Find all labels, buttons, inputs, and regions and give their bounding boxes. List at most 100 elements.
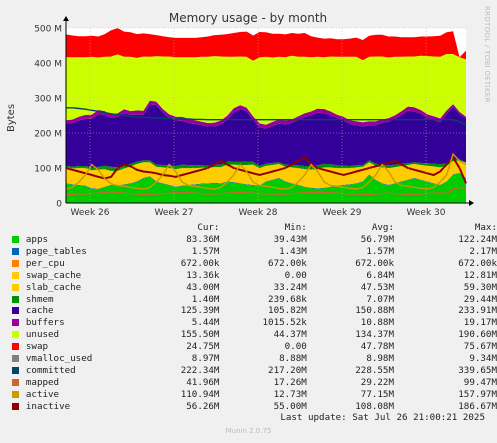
legend-swatch [12, 236, 19, 243]
legend-name: apps [25, 234, 49, 245]
legend-cur: 155.50M [180, 329, 220, 341]
legend-name: swap_cache [25, 269, 82, 281]
grid-lines [66, 27, 466, 203]
legend-avg: 10.88M [360, 317, 394, 329]
legend-name: swap [25, 341, 49, 353]
y-tick-label: 0 [56, 200, 62, 210]
legend-avg: 6.84M [366, 269, 394, 281]
legend-max: 672.00k [458, 257, 497, 269]
legend-name: inactive [25, 400, 71, 412]
legend-max: 339.65M [458, 364, 497, 376]
legend-max: 19.17M [463, 317, 497, 329]
legend-avg: 56.79M [360, 234, 394, 245]
legend-avg: 108.08M [355, 400, 394, 412]
legend-name: page_tables [25, 245, 87, 257]
header-avg: Avg: [371, 222, 394, 233]
y-tick-label: 100 M [34, 165, 62, 175]
legend-row-cache: cache 125.39M 105.82M 150.88M 233.91M [12, 305, 497, 317]
legend-name: active [25, 388, 60, 400]
legend-swatch [12, 343, 19, 351]
legend-max: 157.97M [458, 388, 497, 400]
legend-avg: 672.00k [355, 257, 394, 269]
legend-min: 672.00k [268, 257, 307, 269]
legend-min: 39.43M [273, 234, 307, 245]
chart-title: Memory usage - by month [169, 11, 327, 25]
x-tick-label: Week 29 [323, 208, 362, 218]
legend-avg: 7.07M [366, 293, 394, 305]
legend-max: 186.67M [458, 400, 497, 412]
legend-swatch [12, 366, 19, 374]
x-tick-label: Week 26 [71, 208, 110, 218]
legend-name: buffers [25, 317, 65, 329]
legend-table: Cur: Min: Avg: Max: apps 83.36M 39.43M 56.7… [12, 222, 497, 413]
legend-cur: 8.97M [191, 353, 220, 365]
legend-max: 12.81M [463, 269, 497, 281]
legend-avg: 1.57M [366, 245, 394, 257]
legend-rows: apps 83.36M 39.43M 56.79M 122.24M page_tables… [12, 234, 497, 413]
legend-min: 1015.52k [262, 317, 307, 329]
legend-swatch [12, 402, 19, 410]
legend-max: 2.17M [469, 245, 497, 257]
legend-cur: 83.36M [186, 234, 220, 245]
x-axis-ticks: Week 26 Week 27 Week 28 Week 29 Week 30 [71, 208, 446, 218]
area-apps [66, 173, 466, 203]
legend-avg: 29.22M [360, 376, 394, 388]
legend-name: cache [25, 305, 54, 317]
legend-swatch [12, 390, 19, 398]
legend-avg: 228.55M [355, 364, 394, 376]
legend-min: 0.00 [284, 269, 307, 281]
stacked-areas [66, 28, 466, 203]
legend-avg: 47.78M [360, 341, 394, 353]
area-slab_cache [66, 160, 466, 189]
legend-row-vmalloc_used: vmalloc_used 8.97M 8.88M 8.98M 9.34M [12, 353, 497, 365]
legend-min: 55.00M [273, 400, 307, 412]
legend-cur: 56.26M [186, 400, 220, 412]
legend-row-unused: unused 155.50M 44.37M 134.37M 190.60M [12, 329, 497, 341]
rrdtool-credit: RRDTOOL / TOBI OETIKER [483, 6, 491, 103]
y-axis-ticks: 0 100 M 200 M 300 M 400 M 500 M [34, 25, 62, 210]
legend-header: Cur: Min: Avg: Max: [12, 222, 497, 234]
legend-avg: 134.37M [355, 329, 394, 341]
legend-row-active: active 110.94M 12.73M 77.15M 157.97M [12, 389, 497, 401]
legend-cur: 43.00M [186, 281, 220, 293]
header-cur: Cur: [197, 222, 220, 233]
x-axis-arrow [469, 200, 474, 206]
legend-row-inactive: inactive 56.26M 55.00M 108.08M 186.67M [12, 401, 497, 413]
legend-max: 233.91M [458, 305, 497, 317]
legend-cur: 24.75M [186, 341, 220, 353]
line-committed [66, 107, 467, 126]
x-tick-label: Week 30 [407, 208, 446, 218]
legend-cur: 672.00k [180, 257, 220, 269]
x-tick-label: Week 28 [239, 208, 278, 218]
legend-row-apps: apps 83.36M 39.43M 56.79M 122.24M [12, 234, 497, 246]
legend-swatch [12, 271, 19, 279]
legend-row-mapped: mapped 41.96M 17.26M 29.22M 99.47M [12, 377, 497, 389]
legend-avg: 77.15M [360, 388, 394, 400]
legend-cur: 110.94M [180, 388, 220, 400]
legend-cur: 1.57M [191, 245, 220, 257]
legend-name: shmem [25, 293, 54, 305]
legend-name: mapped [25, 376, 60, 388]
legend-cur: 1.40M [191, 293, 220, 305]
legend-name: slab_cache [25, 281, 82, 293]
legend-swatch [12, 259, 19, 267]
legend-max: 75.67M [463, 341, 497, 353]
legend-max: 9.34M [469, 353, 497, 365]
legend-name: vmalloc_used [25, 353, 93, 365]
legend-swatch [12, 283, 19, 291]
y-tick-label: 500 M [34, 25, 62, 35]
legend-avg: 8.98M [366, 353, 394, 365]
y-axis-arrow [63, 16, 69, 21]
legend-avg: 150.88M [355, 305, 394, 317]
legend-min: 0.00 [284, 341, 307, 353]
line-inactive [65, 155, 467, 184]
legend-name: committed [25, 364, 76, 376]
x-tick-label: Week 27 [155, 208, 194, 218]
y-tick-label: 400 M [34, 60, 62, 70]
legend-min: 17.26M [273, 376, 307, 388]
y-axis-label: Bytes [6, 104, 17, 132]
legend-cur: 222.34M [180, 364, 220, 376]
legend-max: 29.44M [463, 293, 497, 305]
legend-swatch [12, 307, 19, 315]
legend-cur: 13.36k [186, 269, 220, 281]
